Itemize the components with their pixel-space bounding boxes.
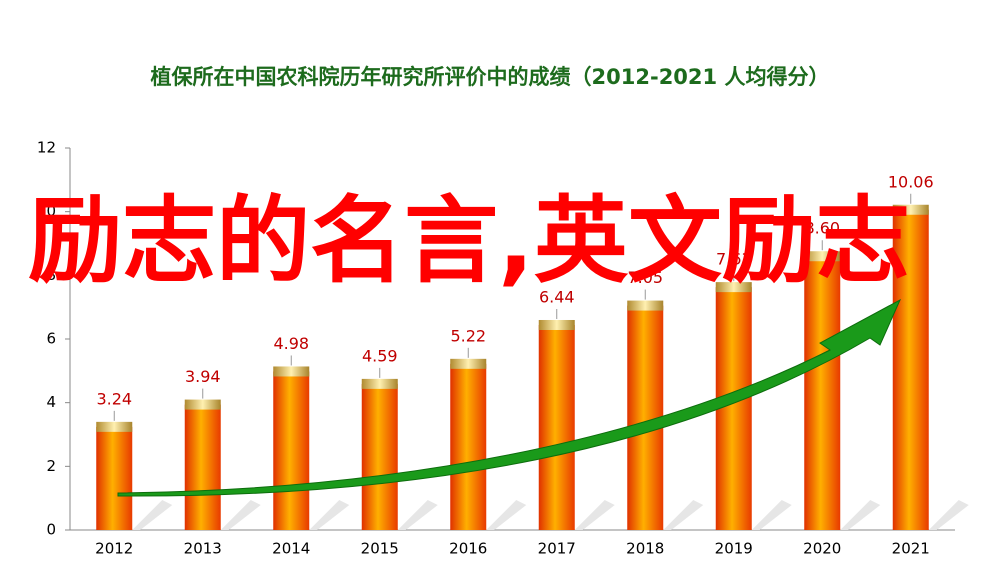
value-label: 8.60 [804,219,840,238]
value-label: 6.44 [539,287,575,306]
bar-shadow [397,500,438,530]
value-label: 5.22 [450,326,486,345]
y-tick-label: 8 [46,266,56,284]
bar-cap [273,366,310,377]
y-tick-label: 0 [46,521,56,539]
bar [715,287,752,530]
x-tick-label: 2016 [449,540,487,558]
x-tick-label: 2014 [272,540,310,558]
bar-cap [96,421,133,432]
bar [450,363,487,530]
bar [96,426,133,530]
x-tick-label: 2018 [626,540,664,558]
bar-shadow [486,500,527,530]
x-tick-label: 2020 [803,540,841,558]
value-label: 4.98 [273,334,309,353]
bar [538,324,575,530]
value-label: 3.94 [185,367,221,386]
bar-shadow [928,500,969,530]
bar-shadow [751,500,792,530]
bar-cap [538,319,575,330]
value-label: 7.63 [716,250,752,269]
x-tick-label: 2019 [715,540,753,558]
value-label: 10.06 [888,172,934,191]
bar [804,256,841,530]
value-label: 7.05 [627,268,663,287]
bar-shadow [309,500,350,530]
bar-cap [804,251,841,262]
bar [361,383,398,530]
x-tick-label: 2021 [892,540,930,558]
y-tick-label: 6 [46,330,56,348]
bar [184,404,221,530]
y-tick-label: 12 [37,139,56,157]
bar-shadow [220,500,261,530]
x-tick-label: 2017 [538,540,576,558]
bar-cap [450,358,487,369]
bar-cap [892,204,929,215]
y-tick-label: 2 [46,457,56,475]
bar-shadow [132,500,173,530]
value-label: 3.24 [96,389,132,408]
bar-cap [184,399,221,410]
x-tick-label: 2015 [361,540,399,558]
y-tick-label: 4 [46,393,56,411]
x-tick-label: 2013 [184,540,222,558]
value-label: 4.59 [362,346,398,365]
bar-cap [627,300,664,311]
bar-shadow [663,500,704,530]
x-tick-label: 2012 [95,540,133,558]
trend-arrow [117,298,902,497]
bar [273,371,310,530]
bar-shadow [574,500,615,530]
bar-cap [715,282,752,293]
overlay-text: 励志的名言,英文励志 [28,187,910,296]
y-tick-label: 10 [37,202,56,220]
bar-shadow [840,500,881,530]
bar [892,209,929,531]
bar-cap [361,378,398,389]
chart-title: 植保所在中国农科院历年研究所评价中的成绩（2012-2021 人均得分） [151,65,830,89]
